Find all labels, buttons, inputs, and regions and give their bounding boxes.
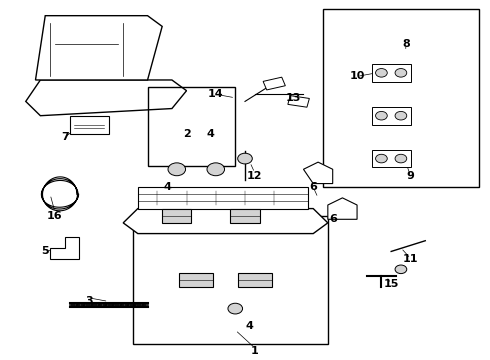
Text: 11: 11: [403, 253, 418, 264]
Circle shape: [228, 303, 243, 314]
Polygon shape: [328, 198, 357, 219]
Text: 4: 4: [246, 321, 254, 332]
Text: 5: 5: [42, 247, 49, 256]
Polygon shape: [70, 116, 109, 134]
Circle shape: [375, 111, 387, 120]
Text: 12: 12: [247, 171, 263, 181]
Text: 13: 13: [286, 93, 301, 103]
Text: 3: 3: [85, 296, 93, 306]
Circle shape: [375, 154, 387, 163]
Circle shape: [395, 154, 407, 163]
Bar: [372, 150, 411, 167]
Text: 9: 9: [407, 171, 415, 181]
Polygon shape: [123, 208, 328, 234]
Text: 2: 2: [183, 129, 191, 139]
Text: 6: 6: [309, 182, 317, 192]
Text: 7: 7: [61, 132, 69, 142]
Bar: [372, 107, 411, 125]
Bar: [238, 273, 272, 287]
Text: 8: 8: [402, 39, 410, 49]
Bar: [147, 87, 235, 166]
Bar: [323, 9, 479, 187]
Circle shape: [375, 68, 387, 77]
Bar: [133, 216, 328, 344]
Text: 4: 4: [163, 182, 171, 192]
Bar: [230, 208, 260, 223]
Bar: [372, 64, 411, 82]
Text: 14: 14: [208, 89, 223, 99]
Polygon shape: [263, 77, 285, 90]
Polygon shape: [50, 237, 79, 258]
Polygon shape: [138, 187, 308, 208]
Text: 16: 16: [47, 211, 63, 221]
Polygon shape: [35, 16, 162, 80]
Circle shape: [395, 265, 407, 274]
Bar: [179, 273, 213, 287]
Text: 10: 10: [349, 71, 365, 81]
Polygon shape: [288, 96, 309, 107]
Polygon shape: [303, 162, 333, 184]
Circle shape: [395, 111, 407, 120]
Text: 1: 1: [251, 346, 259, 356]
Polygon shape: [26, 80, 187, 116]
Circle shape: [238, 153, 252, 164]
Circle shape: [168, 163, 186, 176]
Text: 4: 4: [207, 129, 215, 139]
Circle shape: [207, 163, 224, 176]
Bar: [162, 208, 192, 223]
Text: 6: 6: [329, 214, 337, 224]
Circle shape: [395, 68, 407, 77]
Text: 15: 15: [384, 279, 399, 289]
